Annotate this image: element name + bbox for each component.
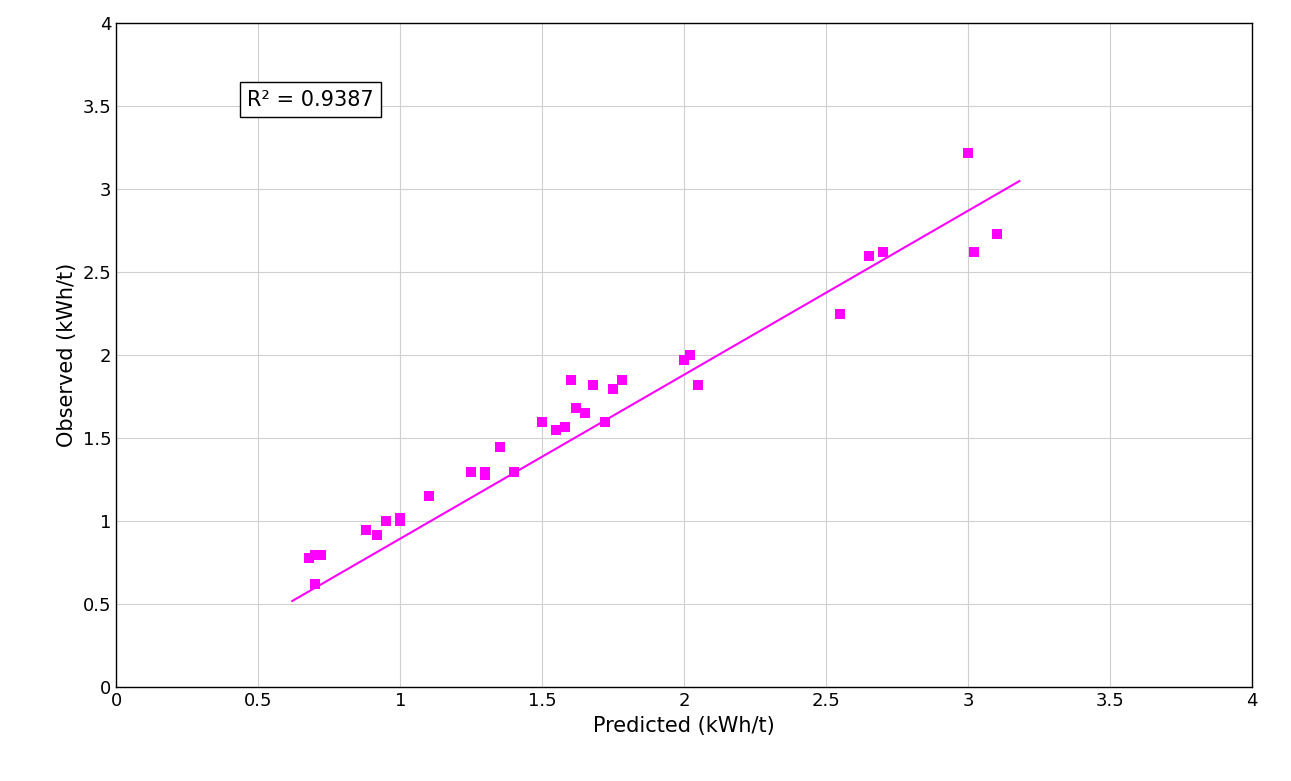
Point xyxy=(418,490,439,503)
Point xyxy=(560,374,581,387)
Text: R² = 0.9387: R² = 0.9387 xyxy=(247,90,373,110)
Point xyxy=(688,379,709,391)
Point xyxy=(986,228,1007,241)
Point xyxy=(679,349,700,362)
Point xyxy=(390,515,411,528)
Point xyxy=(489,440,510,453)
Point xyxy=(532,415,553,428)
Point xyxy=(356,523,377,536)
Point xyxy=(546,424,567,437)
Point xyxy=(305,548,325,561)
Point xyxy=(674,354,695,366)
Point xyxy=(475,469,496,481)
Point xyxy=(958,147,979,159)
Point xyxy=(873,246,893,259)
Point xyxy=(830,308,851,320)
Point xyxy=(300,551,320,564)
Point xyxy=(565,402,586,415)
Y-axis label: Observed (kWh/t): Observed (kWh/t) xyxy=(57,263,77,448)
Point xyxy=(376,515,396,528)
Point xyxy=(503,465,524,478)
Point xyxy=(367,529,387,541)
Point xyxy=(305,578,325,590)
Point xyxy=(963,246,984,259)
Point xyxy=(612,374,633,387)
Point xyxy=(594,415,615,428)
Point xyxy=(584,379,604,391)
Point xyxy=(475,465,496,478)
Point xyxy=(310,548,330,561)
Point xyxy=(555,420,576,433)
Point xyxy=(390,512,411,524)
Point xyxy=(461,465,482,478)
Point xyxy=(859,250,879,262)
X-axis label: Predicted (kWh/t): Predicted (kWh/t) xyxy=(594,715,775,736)
Point xyxy=(574,407,595,419)
Point xyxy=(603,383,624,395)
